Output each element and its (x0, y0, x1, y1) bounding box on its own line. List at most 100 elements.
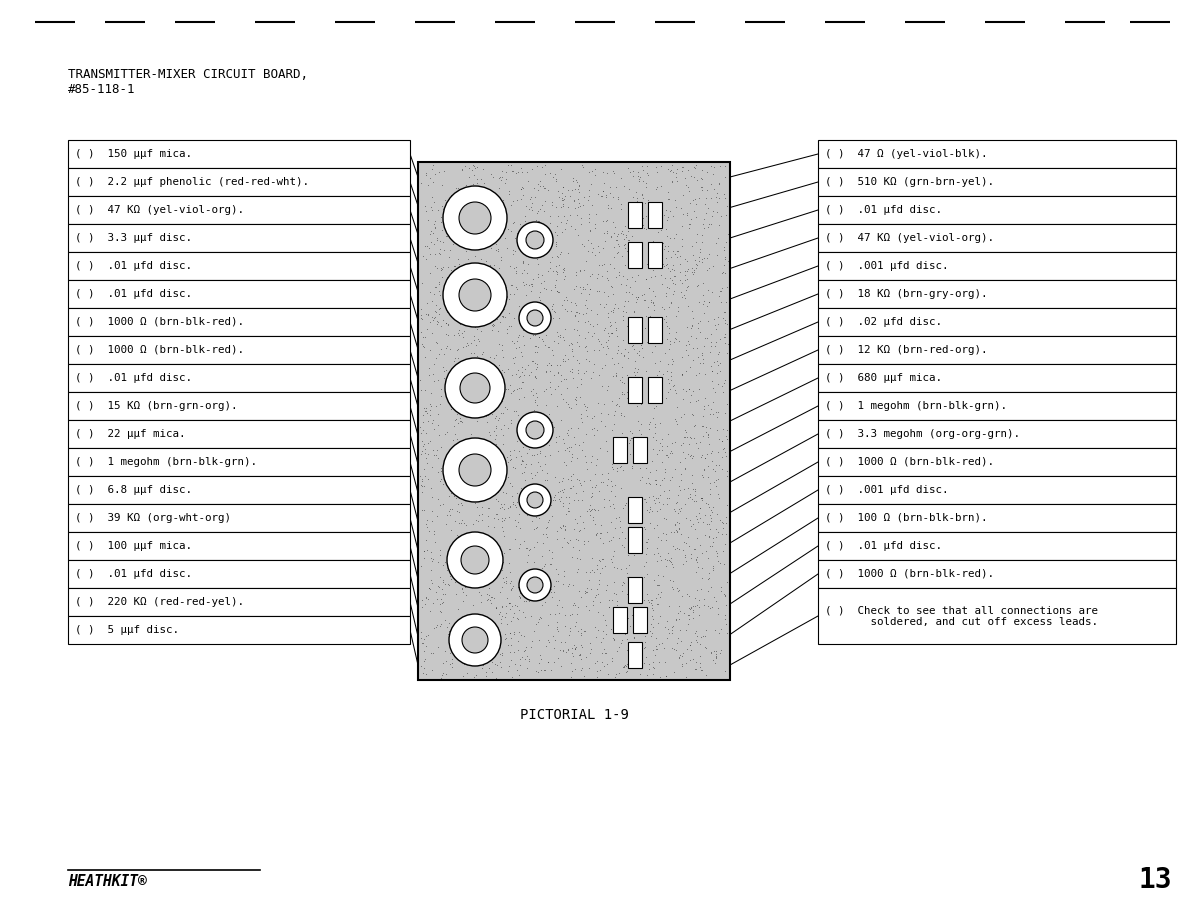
Point (486, 419, 506, 433)
Point (631, 438, 651, 453)
Point (435, 371, 454, 386)
Point (477, 354, 496, 369)
Point (497, 402, 516, 417)
Point (507, 165, 526, 180)
Point (628, 364, 647, 379)
Point (580, 282, 599, 297)
Point (600, 319, 619, 334)
Point (671, 603, 690, 618)
Text: ( )  18 KΩ (brn-gry-org).: ( ) 18 KΩ (brn-gry-org). (825, 289, 987, 299)
Point (658, 256, 677, 271)
Circle shape (459, 279, 491, 311)
Point (502, 277, 521, 292)
Point (676, 423, 695, 438)
Point (601, 230, 621, 244)
Point (601, 621, 621, 636)
Point (476, 409, 495, 423)
Point (576, 599, 595, 613)
Point (416, 468, 435, 483)
Point (686, 331, 706, 346)
Point (501, 645, 520, 660)
Point (483, 294, 502, 308)
Point (453, 582, 472, 597)
Point (428, 233, 447, 248)
Point (707, 366, 726, 381)
Point (684, 419, 703, 433)
Text: ( )  12 KΩ (brn-red-org).: ( ) 12 KΩ (brn-red-org). (825, 345, 987, 355)
Point (430, 301, 449, 316)
Point (710, 555, 730, 570)
Point (660, 333, 679, 348)
Point (471, 391, 490, 406)
Point (549, 329, 568, 343)
Point (618, 232, 637, 247)
Point (593, 552, 612, 566)
Point (536, 456, 555, 471)
Point (520, 302, 539, 317)
Point (673, 207, 692, 221)
Point (670, 599, 689, 614)
Point (569, 584, 588, 599)
Point (606, 314, 625, 329)
Point (708, 248, 727, 263)
Point (570, 523, 589, 538)
Point (576, 565, 595, 579)
Point (448, 636, 467, 651)
Point (540, 607, 559, 621)
Point (504, 442, 524, 457)
Point (686, 261, 706, 275)
Point (464, 229, 483, 243)
Point (708, 185, 727, 200)
Point (604, 632, 623, 646)
Point (486, 427, 506, 442)
Point (471, 228, 490, 242)
Point (671, 256, 690, 271)
Point (641, 241, 660, 255)
Point (612, 441, 631, 455)
Point (494, 485, 513, 499)
Point (557, 426, 576, 441)
Point (652, 585, 671, 599)
Point (676, 655, 695, 670)
Point (468, 648, 488, 663)
Point (559, 496, 579, 510)
Bar (818, 476, 1176, 504)
Point (695, 598, 714, 612)
Point (539, 543, 558, 558)
Point (478, 309, 497, 324)
Point (541, 415, 561, 430)
Text: ( )  1 megohm (brn-blk-grn).: ( ) 1 megohm (brn-blk-grn). (75, 457, 258, 467)
Point (619, 372, 639, 386)
Point (658, 613, 677, 628)
Point (541, 498, 561, 512)
Point (691, 582, 710, 597)
Point (412, 444, 431, 459)
Point (432, 222, 452, 237)
Point (715, 444, 734, 459)
Point (473, 442, 492, 456)
Point (702, 364, 721, 378)
Point (468, 470, 488, 485)
Point (428, 261, 447, 275)
Point (643, 212, 662, 227)
Point (497, 590, 516, 605)
Point (682, 451, 701, 465)
Point (556, 395, 575, 409)
Point (573, 661, 592, 676)
Point (605, 626, 624, 641)
Point (642, 601, 661, 616)
Point (434, 575, 453, 589)
Point (453, 575, 472, 589)
Point (672, 658, 691, 673)
Point (610, 239, 629, 253)
Point (706, 335, 725, 350)
Point (519, 594, 538, 609)
Point (599, 599, 618, 614)
Point (645, 573, 664, 588)
Point (525, 345, 544, 360)
Point (471, 273, 490, 287)
Point (420, 403, 440, 418)
Point (428, 336, 447, 351)
Point (440, 646, 459, 661)
Point (524, 272, 543, 286)
